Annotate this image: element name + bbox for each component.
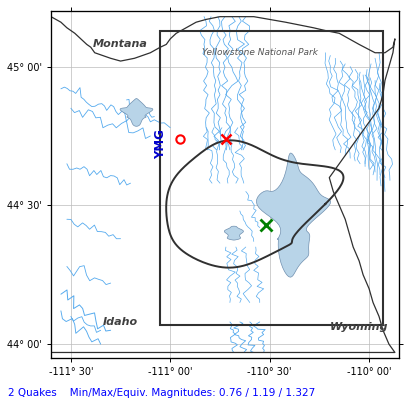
Text: Wyoming: Wyoming: [329, 322, 387, 332]
Bar: [160, 30, 382, 325]
Polygon shape: [224, 226, 243, 240]
Polygon shape: [120, 98, 153, 126]
Text: Idaho: Idaho: [103, 317, 138, 327]
Text: 2 Quakes    Min/Max/Equiv. Magnitudes: 0.76 / 1.19 / 1.327: 2 Quakes Min/Max/Equiv. Magnitudes: 0.76…: [8, 388, 315, 398]
Text: Montana: Montana: [93, 40, 148, 50]
Text: YMG: YMG: [153, 129, 166, 159]
Text: Yellowstone National Park: Yellowstone National Park: [201, 48, 317, 57]
Polygon shape: [256, 153, 330, 277]
